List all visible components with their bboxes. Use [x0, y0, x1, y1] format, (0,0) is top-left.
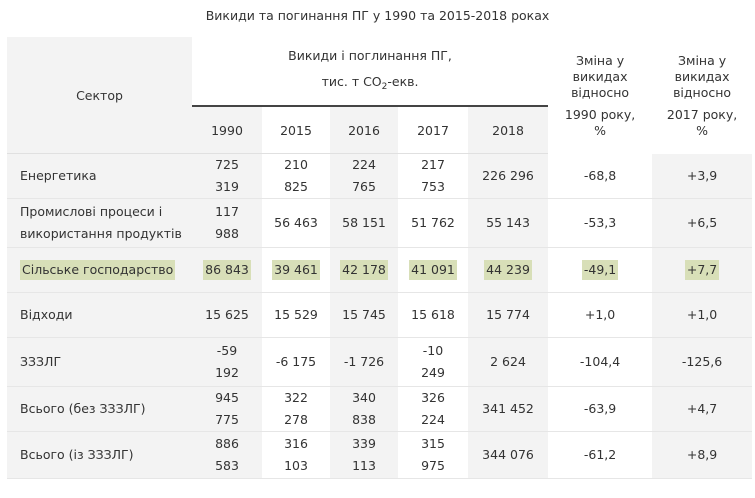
cell-change-2017: +1,0: [652, 293, 753, 338]
cell-2017: -10 249: [398, 338, 468, 387]
row-sector: Промислові процеси і використання продук…: [7, 199, 192, 248]
row-sector: Енергетика: [7, 154, 192, 199]
cell-change-1990: -104,4: [548, 338, 653, 387]
cell-2017: 41 091: [409, 260, 457, 280]
table-row: Відходи 15 625 15 529 15 745 15 618 15 7…: [7, 293, 753, 338]
cell-change-1990: -68,8: [548, 154, 653, 199]
cell-change-2017: +7,7: [684, 260, 720, 280]
cell-2018: 341 452: [468, 387, 549, 432]
table-row: Енергетика 725 319 210 825 224 765 217 7…: [7, 154, 753, 199]
header-change-2017: Зміна у викидах відносно 2017 року, %: [652, 37, 753, 154]
row-sector: Всього (із ЗЗЗЛГ): [7, 432, 192, 479]
header-change-2017-bottom: 2017 року, %: [666, 106, 738, 138]
cell-change-1990: +1,0: [548, 293, 653, 338]
row-sector: Відходи: [7, 293, 192, 338]
cell-1990: 945 775: [192, 387, 262, 432]
cell-change-2017: +8,9: [652, 432, 753, 479]
cell-1990: -59 192: [192, 338, 262, 387]
header-year-1990: 1990: [192, 107, 262, 154]
header-unit-subscript: 2: [381, 81, 388, 92]
cell-1990: 886 583: [192, 432, 262, 479]
cell-change-1990: -63,9: [548, 387, 653, 432]
header-row: Сектор Викиди і поглинання ПГ, тис. т CO…: [7, 37, 753, 154]
header-change-1990-bottom: 1990 року, %: [564, 106, 636, 138]
cell-2017: 15 618: [398, 293, 468, 338]
emissions-table: Сектор Викиди і поглинання ПГ, тис. т CO…: [7, 37, 753, 479]
cell-2017: 315 975: [398, 432, 468, 479]
cell-2016: 42 178: [340, 260, 388, 280]
header-change-1990-top: Зміна у викидах відносно: [571, 52, 630, 100]
cell-2015: 39 461: [272, 260, 320, 280]
table-row: ЗЗЗЛГ -59 192 -6 175 -1 726 -10 249 2 62…: [7, 338, 753, 387]
header-years-row: 1990 2015 2016 2017 2018: [7, 107, 752, 154]
row-sector: ЗЗЗЛГ: [7, 338, 192, 387]
cell-2016: 340 838: [330, 387, 398, 432]
cell-change-1990: -53,3: [548, 199, 653, 248]
table-row: Всього (без ЗЗЗЛГ) 945 775 322 278 340 8…: [7, 387, 753, 432]
row-sector: Всього (без ЗЗЗЛГ): [7, 387, 192, 432]
cell-change-2017: +6,5: [652, 199, 753, 248]
cell-2016: -1 726: [330, 338, 398, 387]
cell-2015: -6 175: [262, 338, 330, 387]
header-emissions-title: Викиди і поглинання ПГ,: [288, 47, 452, 63]
header-emissions: Викиди і поглинання ПГ, тис. т CO2-екв.: [192, 37, 549, 107]
cell-2016: 339 113: [330, 432, 398, 479]
cell-2017: 51 762: [398, 199, 468, 248]
cell-2016: 58 151: [330, 199, 398, 248]
cell-change-2017: +4,7: [652, 387, 753, 432]
cell-1990: 86 843: [203, 260, 251, 280]
cell-2017: 326 224: [398, 387, 468, 432]
cell-change-1990: -61,2: [548, 432, 653, 479]
header-emissions-unit: тис. т CO2-екв.: [192, 71, 548, 98]
table-title: Викиди та погинання ПГ у 1990 та 2015-20…: [205, 8, 550, 23]
cell-change-2017: -125,6: [652, 338, 753, 387]
header-unit-suffix: -екв.: [387, 73, 419, 89]
cell-1990: 117 988: [192, 199, 262, 248]
cell-2018: 44 239: [484, 260, 532, 280]
header-year-2015: 2015: [262, 107, 330, 154]
header-change-1990: Зміна у викидах відносно 1990 року, %: [548, 37, 653, 154]
row-sector: Сільське господарство: [20, 260, 176, 280]
table-row: Всього (із ЗЗЗЛГ) 886 583 316 103 339 11…: [7, 432, 753, 479]
table-row-highlighted: Сільське господарство 86 843 39 461 42 1…: [7, 248, 753, 293]
header-sector: Сектор: [7, 37, 192, 154]
header-unit-prefix: тис. т CO: [321, 73, 382, 89]
cell-change-2017: +3,9: [652, 154, 753, 199]
cell-1990: 725 319: [192, 154, 262, 199]
header-year-2018: 2018: [468, 107, 549, 154]
cell-2017: 217 753: [398, 154, 468, 199]
header-year-2017: 2017: [398, 107, 468, 154]
cell-2018: 2 624: [468, 338, 549, 387]
cell-2015: 15 529: [262, 293, 330, 338]
header-year-2016: 2016: [330, 107, 398, 154]
cell-2018: 226 296: [468, 154, 549, 199]
cell-2015: 56 463: [262, 199, 330, 248]
cell-2018: 344 076: [468, 432, 549, 479]
cell-1990: 15 625: [192, 293, 262, 338]
cell-2016: 15 745: [330, 293, 398, 338]
table-row: Промислові процеси і використання продук…: [7, 199, 753, 248]
cell-2018: 55 143: [468, 199, 549, 248]
header-sector-label: Сектор: [76, 87, 123, 103]
header-change-2017-top: Зміна у викидах відносно: [673, 52, 732, 100]
cell-2018: 15 774: [468, 293, 549, 338]
cell-2015: 322 278: [262, 387, 330, 432]
cell-change-1990: -49,1: [581, 260, 619, 280]
cell-2015: 316 103: [262, 432, 330, 479]
cell-2015: 210 825: [262, 154, 330, 199]
cell-2016: 224 765: [330, 154, 398, 199]
